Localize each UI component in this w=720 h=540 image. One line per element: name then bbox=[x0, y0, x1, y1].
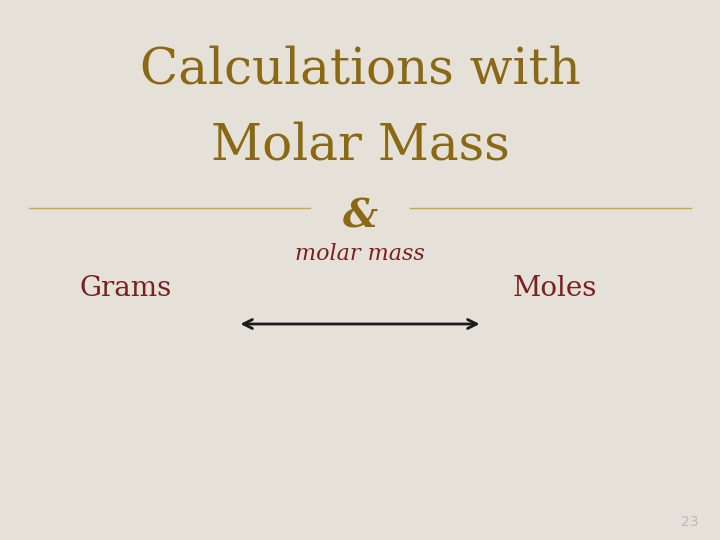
Text: 23: 23 bbox=[681, 515, 698, 529]
Text: Grams: Grams bbox=[80, 275, 172, 302]
Text: molar mass: molar mass bbox=[295, 243, 425, 265]
Text: Moles: Moles bbox=[512, 275, 597, 302]
Text: Molar Mass: Molar Mass bbox=[210, 121, 510, 171]
Text: &: & bbox=[343, 197, 377, 235]
Text: Calculations with: Calculations with bbox=[140, 45, 580, 95]
